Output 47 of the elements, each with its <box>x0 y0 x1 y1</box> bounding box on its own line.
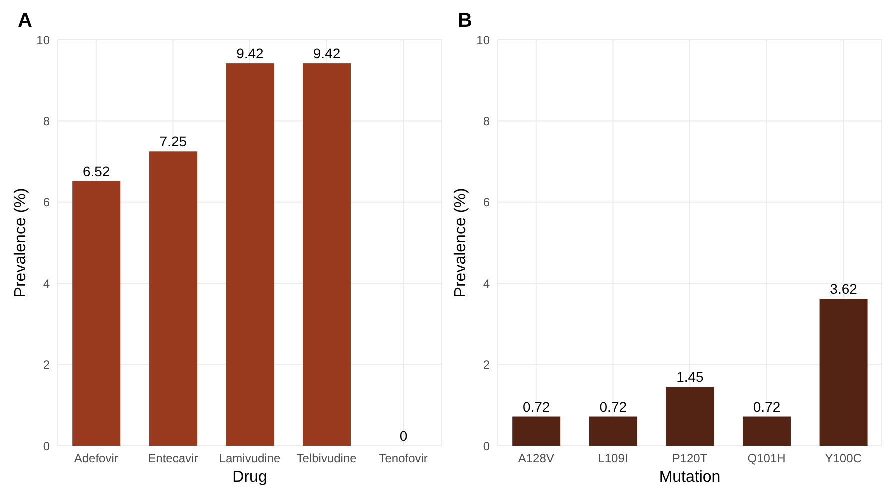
chart-title: B <box>458 10 472 33</box>
y-tick-label: 0 <box>483 439 490 454</box>
x-tick-label: Q101H <box>748 452 786 466</box>
y-tick-label: 2 <box>483 358 490 372</box>
y-tick-label: 6 <box>483 196 490 210</box>
chart-title: A <box>18 10 32 33</box>
x-tick-label: A128V <box>518 452 554 466</box>
data-label: 7.25 <box>160 134 188 150</box>
bar <box>820 299 868 446</box>
bar <box>302 64 351 446</box>
y-axis-title: Prevalence (%) <box>12 188 30 298</box>
data-label: 3.62 <box>830 281 858 298</box>
data-label: 0.72 <box>522 398 550 415</box>
x-tick-label: Entecavir <box>148 452 198 466</box>
x-tick-label: Tenofovir <box>379 452 428 466</box>
x-tick-label: L109I <box>598 452 628 466</box>
x-tick-label: Telbivudine <box>296 452 358 466</box>
bar <box>72 181 121 446</box>
bar <box>742 416 791 446</box>
y-tick-label: 6 <box>43 196 50 210</box>
y-tick-label: 10 <box>36 33 50 48</box>
bar <box>666 387 714 446</box>
x-tick-label: P120T <box>672 452 708 466</box>
y-tick-label: 0 <box>43 439 50 454</box>
x-axis-title: Drug <box>232 469 268 486</box>
bar <box>149 152 198 446</box>
y-tick-label: 4 <box>483 276 490 291</box>
y-axis-title: Prevalence (%) <box>452 188 470 298</box>
y-tick-label: 8 <box>43 114 50 128</box>
y-tick-label: 4 <box>43 276 50 291</box>
x-tick-label: Y100C <box>825 452 862 466</box>
data-label: 9.42 <box>236 46 264 62</box>
x-tick-label: Lamivudine <box>219 452 282 466</box>
data-label: 0.72 <box>753 398 781 415</box>
bar <box>512 416 561 446</box>
y-tick-label: 10 <box>476 33 490 48</box>
data-label: 9.42 <box>313 46 341 62</box>
bar <box>226 64 274 446</box>
data-label: 0.72 <box>600 398 628 415</box>
y-tick-label: 8 <box>483 114 490 128</box>
y-tick-label: 2 <box>43 358 50 372</box>
data-label: 0 <box>400 428 408 444</box>
data-label: 1.45 <box>676 369 704 386</box>
bar <box>589 416 638 446</box>
data-label: 6.52 <box>82 163 110 180</box>
x-axis-title: Mutation <box>659 469 721 486</box>
x-tick-label: Adefovir <box>74 452 118 466</box>
